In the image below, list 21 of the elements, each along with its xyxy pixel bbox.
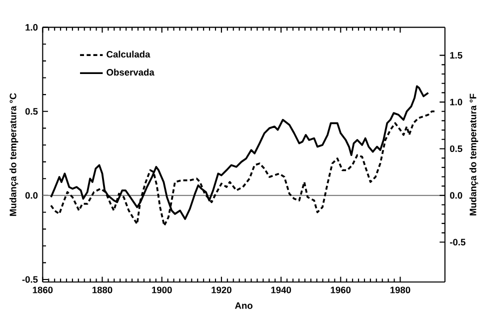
y2-tick-label: -0.5 (450, 238, 466, 246)
y-tick-label: 0.0 (25, 192, 38, 199)
x-tick-label: 1960 (330, 286, 351, 294)
y2-tick-label: 1.5 (450, 52, 462, 59)
y2-tick-label: 0.0 (450, 192, 462, 199)
x-tick-label: 1940 (271, 286, 292, 294)
y-tick-label: -0.5 (22, 276, 38, 283)
x-tick-label: 1920 (212, 286, 232, 294)
y2-axis-title: Mudança do temperatura °F (469, 94, 478, 216)
x-axis-title: Ano (234, 302, 252, 309)
x-tick-label: 1880 (92, 286, 112, 294)
y2-tick-label: 1.0 (450, 98, 462, 106)
y2-tick-label: 0.5 (450, 145, 462, 152)
y-axis-title: Mudança do temperatura °C (9, 93, 18, 216)
x-tick-label: 1980 (390, 286, 410, 294)
legend-label: Calculada (106, 50, 150, 58)
x-tick-label: 1900 (152, 286, 172, 294)
x-tick-label: 1860 (32, 286, 53, 294)
legend-label: Observada (106, 68, 154, 76)
y-tick-label: 1.0 (26, 24, 38, 31)
y-tick-label: 0.5 (25, 108, 38, 115)
